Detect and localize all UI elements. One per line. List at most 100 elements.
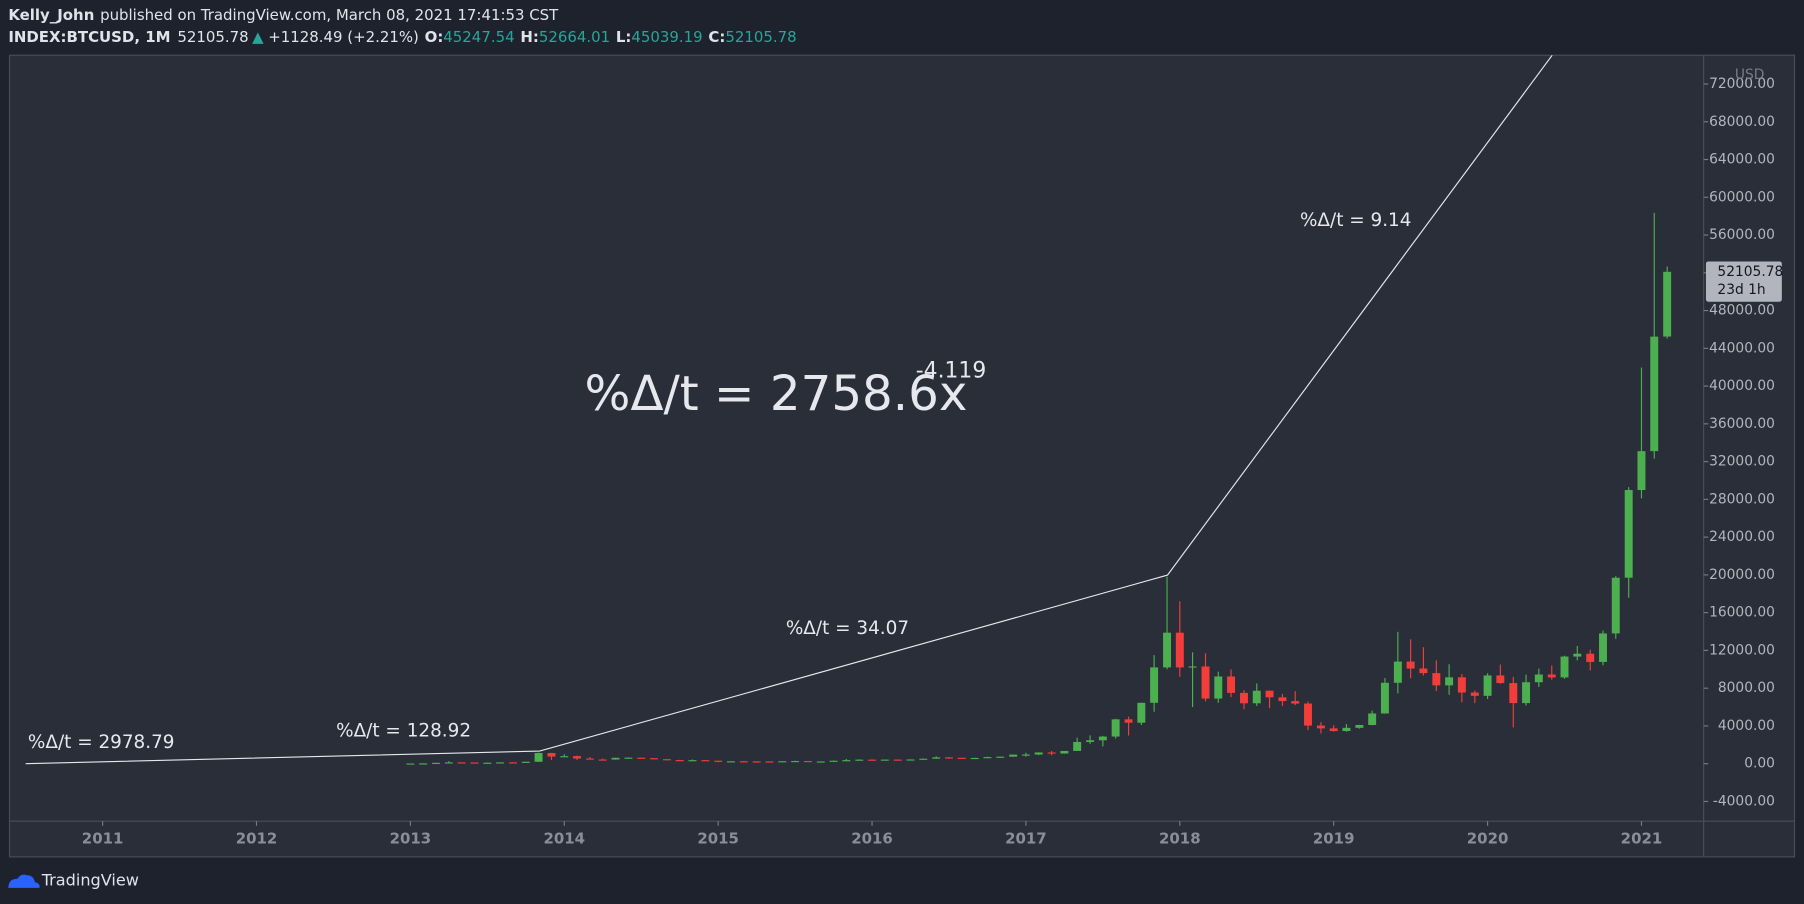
candle-body	[1599, 633, 1607, 662]
candle-body	[496, 762, 505, 764]
y-tick-label: 16000.00	[1709, 605, 1775, 621]
y-tick-label: 20000.00	[1709, 567, 1775, 583]
last-price-tag	[1705, 261, 1782, 302]
candle-body	[406, 763, 415, 765]
x-tick-label: 2013	[390, 830, 432, 848]
candle-body	[509, 762, 517, 764]
equation: %Δ/t = 2758.6x	[585, 366, 968, 422]
candle-body	[444, 762, 453, 764]
close: 52105.78	[725, 28, 796, 46]
candle-body	[1406, 661, 1415, 669]
candle-body	[1419, 668, 1428, 674]
candle-body	[1278, 697, 1287, 702]
y-tick-label: 28000.00	[1709, 491, 1775, 507]
candle-body	[983, 757, 992, 759]
candle-body	[1534, 674, 1543, 683]
candle-body	[560, 756, 569, 758]
candle-body	[829, 760, 838, 762]
candle-body	[919, 758, 928, 760]
x-tick-label: 2011	[82, 830, 124, 848]
candle-body	[1098, 736, 1107, 741]
candle-body	[598, 759, 607, 761]
candle-body	[1355, 724, 1364, 728]
candle-body	[1252, 690, 1261, 704]
candle-body	[1124, 719, 1133, 723]
candle-body	[996, 756, 1005, 758]
candle-body	[1073, 741, 1082, 751]
header-line-2: INDEX:BTCUSD, 1M 52105.78 ▲ +1128.49 (+2.21…	[8, 28, 796, 46]
candle-body	[906, 759, 915, 761]
candle-body	[573, 756, 582, 759]
last: 52105.78	[177, 28, 248, 46]
candle-body	[534, 753, 543, 762]
plot-area	[25, 55, 1672, 765]
candle-body	[1227, 676, 1236, 693]
y-tick-label: 44000.00	[1709, 340, 1775, 356]
candle-body	[714, 760, 723, 762]
header-line-1: Kelly_John published on TradingView.com, …	[8, 6, 559, 24]
h-label: H:	[520, 28, 538, 46]
candle-body	[1265, 690, 1274, 698]
c-label: C:	[708, 28, 725, 46]
candle-body	[803, 761, 812, 763]
countdown: 23d 1h	[1717, 282, 1765, 298]
candle-body	[688, 760, 697, 762]
y-tick-label: 4000.00	[1718, 718, 1775, 734]
candle-body	[1111, 719, 1120, 737]
candle-body	[816, 761, 825, 763]
y-tick-label: 12000.00	[1709, 642, 1775, 658]
candle-body	[765, 761, 774, 763]
y-tick-label: 48000.00	[1709, 303, 1775, 319]
candle-body	[419, 763, 428, 765]
candle-body	[1560, 656, 1569, 678]
candle-body	[791, 761, 800, 763]
candle-body	[1304, 703, 1312, 726]
candle-body	[1470, 692, 1479, 696]
currency: USD	[1735, 67, 1764, 83]
x-tick-label: 2012	[236, 830, 278, 848]
candle-body	[1637, 451, 1646, 491]
candle-body	[637, 757, 646, 759]
chart-frame	[8, 54, 1796, 858]
candle-body	[1086, 740, 1095, 742]
candle-body	[970, 757, 979, 760]
y-tick-label: 32000.00	[1709, 454, 1775, 470]
candle-body	[1496, 675, 1505, 684]
candle-body	[1291, 701, 1300, 704]
candle-body	[945, 757, 953, 759]
candle-body	[521, 761, 530, 763]
candle-body	[957, 757, 966, 759]
candle-body	[1150, 667, 1159, 703]
candle-body	[1342, 727, 1351, 732]
candle-body	[1509, 683, 1518, 704]
logo-icon	[8, 874, 40, 888]
candle-body	[1214, 676, 1223, 699]
candle-body	[1034, 752, 1043, 755]
candle-body	[1009, 754, 1018, 757]
candle-body	[1329, 728, 1338, 732]
candle-body	[726, 761, 735, 763]
x-tick-label: 2021	[1621, 830, 1663, 848]
candle-body	[1368, 713, 1377, 725]
candle-body	[1445, 677, 1454, 686]
candle-body	[470, 762, 479, 764]
candle-body	[611, 757, 620, 760]
candle-body	[1021, 754, 1030, 756]
candle-body	[585, 758, 594, 760]
open: 45247.54	[443, 28, 514, 46]
candle-body	[1663, 271, 1672, 337]
candle-body	[1483, 675, 1492, 696]
trend-line	[25, 55, 1553, 765]
candle-body	[662, 759, 671, 761]
candle-body	[1316, 725, 1325, 729]
candle-body	[880, 759, 889, 761]
candle-body	[752, 761, 761, 763]
candle-body	[701, 760, 710, 762]
candle-body	[1201, 666, 1210, 699]
low: 45039.19	[631, 28, 702, 46]
candle-body	[1188, 666, 1197, 668]
candle-body	[1573, 653, 1582, 657]
y-tick-label: 36000.00	[1709, 416, 1775, 432]
